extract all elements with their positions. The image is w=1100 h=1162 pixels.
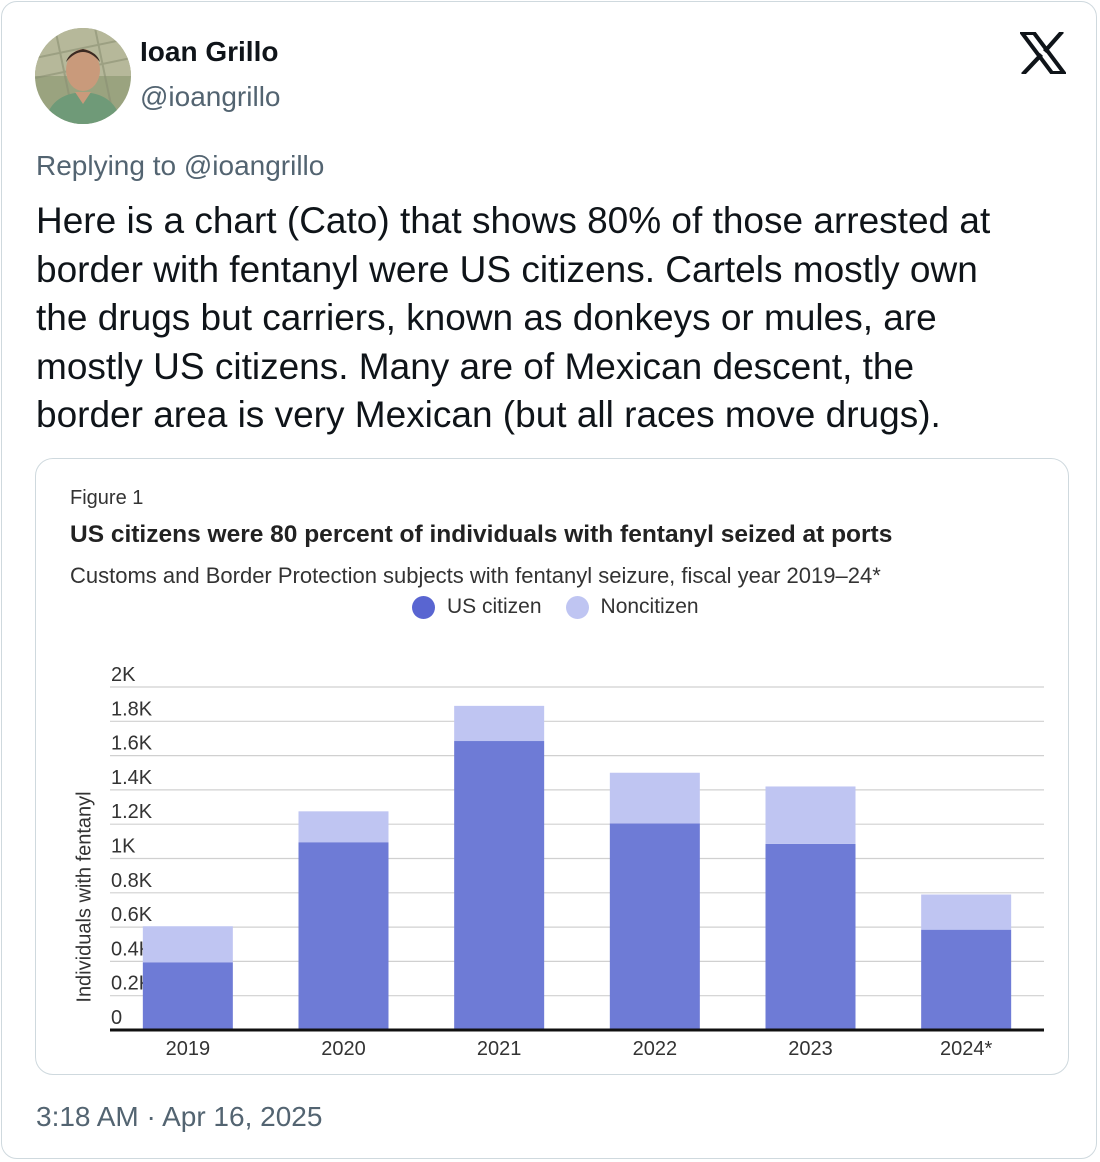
bar-chart-plot: 0 0.2K 0.4K 0.6K 0.8K 1K 1.2K 1.4K 1.6K 1.8K 2K 201… — [110, 664, 1044, 1060]
bar-noncitizen — [921, 894, 1012, 930]
chart-subtitle: Customs and Border Protection subjects w… — [70, 563, 881, 588]
author-name[interactable]: Ioan Grillo — [140, 36, 279, 67]
bar-noncitizen — [454, 705, 545, 742]
y-tick-label: 1K — [111, 836, 136, 858]
x-tick-label: 2024* — [940, 1038, 992, 1060]
author-handle[interactable]: @ioangrillo — [140, 81, 281, 112]
y-tick-label: 0.8K — [111, 870, 153, 892]
bar-noncitizen — [142, 926, 233, 963]
tweet-text-line: border area is very Mexican (but all rac… — [36, 394, 941, 435]
x-tick-label: 2023 — [788, 1038, 833, 1060]
tweet-text: Here is a chart (Cato) that shows 80% of… — [36, 197, 1076, 440]
replying-to[interactable]: Replying to @ioangrillo — [36, 150, 325, 181]
bar-noncitizen — [765, 786, 856, 844]
bar-us-citizen — [454, 741, 545, 1030]
legend-label-noncitizen: Noncitizen — [600, 595, 699, 618]
bar-us-citizen — [142, 962, 233, 1030]
y-tick-label: 0.6K — [111, 904, 153, 926]
y-tick-label: 1.2K — [111, 801, 153, 823]
tweet-timestamp[interactable]: 3:18 AM · Apr 16, 2025 — [36, 1101, 323, 1132]
y-tick-label: 1.8K — [111, 698, 153, 720]
y-tick-label: 1.4K — [111, 767, 153, 789]
bar-us-citizen — [765, 843, 856, 1030]
bar-noncitizen — [609, 772, 700, 824]
legend-label-us-citizen: US citizen — [447, 595, 542, 618]
tweet-text-line: mostly US citizens. Many are of Mexican … — [36, 345, 915, 387]
chart-title: US citizens were 80 percent of individua… — [70, 521, 893, 548]
y-tick-label: 1.6K — [111, 733, 153, 755]
author-avatar[interactable] — [35, 28, 131, 124]
legend-item-us-citizen: US citizen — [412, 595, 542, 619]
x-tick-label: 2019 — [166, 1038, 211, 1060]
legend-item-noncitizen: Noncitizen — [565, 595, 699, 619]
x-tick-label: 2022 — [633, 1038, 678, 1060]
tweet-text-line: border with fentanyl were US citizens. C… — [36, 248, 978, 290]
bar-noncitizen — [298, 811, 389, 843]
figure-label: Figure 1 — [70, 487, 144, 509]
bar-us-citizen — [609, 823, 700, 1030]
legend-swatch-noncitizen — [565, 595, 589, 619]
x-tick-label: 2020 — [321, 1038, 366, 1060]
chart-image[interactable]: Figure 1 US citizens were 80 percent of … — [35, 458, 1069, 1075]
y-tick-label: 0 — [111, 1007, 122, 1029]
tweet-text-line: the drugs but carriers, known as donkeys… — [36, 297, 937, 338]
y-tick-label: 2K — [111, 664, 136, 686]
legend-swatch-us-citizen — [412, 595, 435, 619]
x-logo-icon[interactable] — [1020, 32, 1066, 74]
bar-us-citizen — [921, 929, 1012, 1030]
chart-legend: US citizen Noncitizen — [412, 595, 723, 619]
x-tick-label: 2021 — [477, 1038, 521, 1060]
bar-us-citizen — [298, 842, 389, 1030]
y-tick-label: 0.2K — [111, 973, 153, 995]
y-tick-label: 0.4K — [111, 938, 153, 960]
tweet-text-line: Here is a chart (Cato) that shows 80% of… — [36, 200, 991, 241]
